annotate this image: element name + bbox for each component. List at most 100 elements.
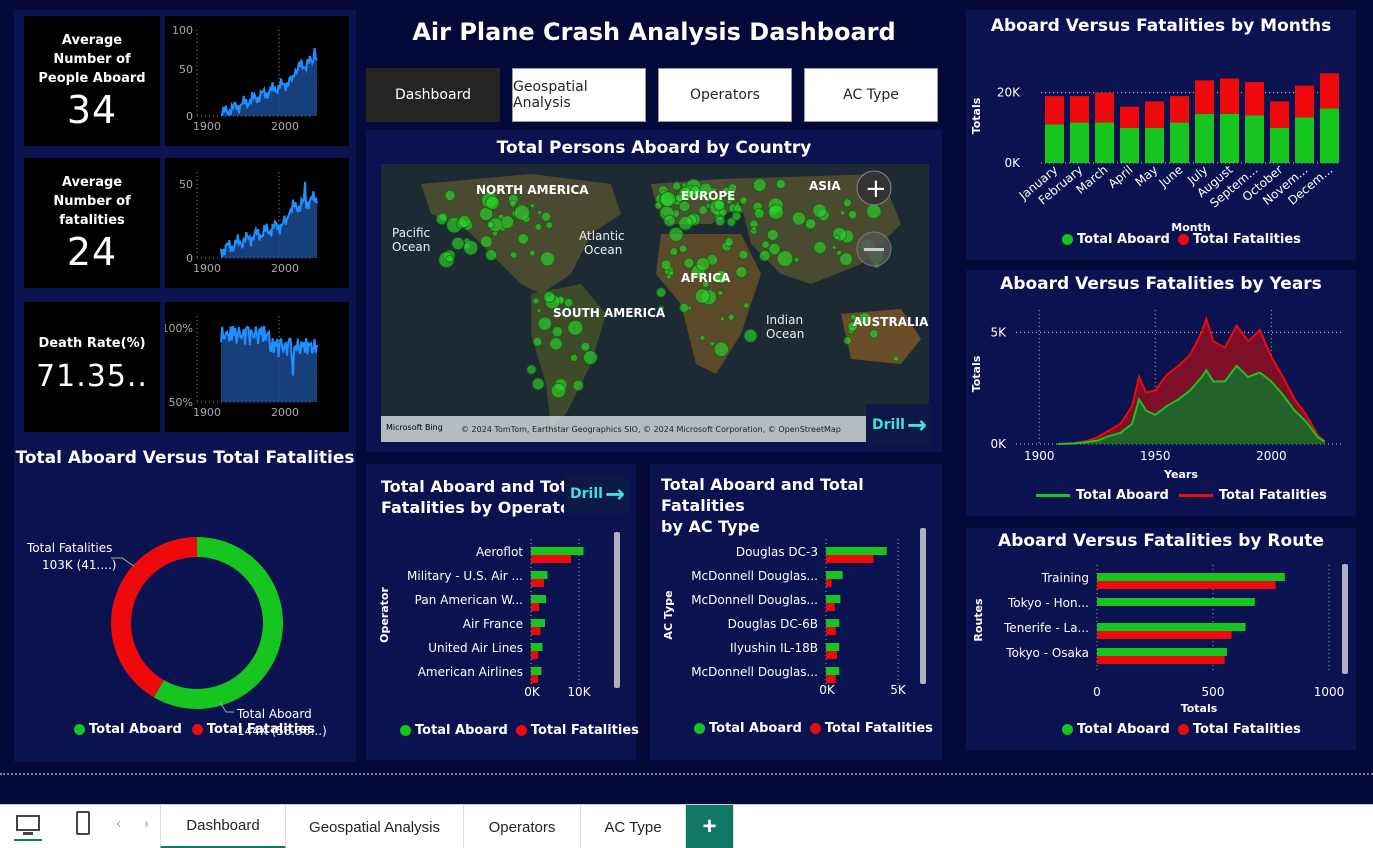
kpi-death-rate[interactable]: Death Rate(%) 71.35..	[24, 302, 160, 432]
map-bubble[interactable]	[669, 247, 679, 257]
map-bubble[interactable]	[655, 287, 667, 298]
map-bubble[interactable]	[659, 191, 677, 208]
sparkline-fatalities[interactable]: 50 0 1900 2000	[165, 158, 349, 288]
map-bubble[interactable]	[858, 312, 872, 326]
map-bubble[interactable]	[567, 319, 584, 336]
map-bubble[interactable]	[733, 203, 743, 213]
map-bubble[interactable]	[699, 334, 706, 342]
add-page-button[interactable]: +	[686, 805, 734, 848]
map-bubble[interactable]	[485, 249, 498, 262]
map-bubble[interactable]	[758, 249, 771, 262]
map-bubble[interactable]	[751, 225, 757, 232]
map-bubble[interactable]	[847, 320, 859, 332]
map-bubble[interactable]	[753, 207, 765, 219]
route-chart-panel[interactable]: Aboard Versus Fatalities by Route Routes…	[966, 528, 1356, 750]
map-bubble[interactable]	[813, 240, 827, 255]
map-bubble[interactable]	[839, 252, 854, 267]
map-bubble[interactable]	[705, 202, 712, 209]
page-tab-geospatial[interactable]: Geospatial Analysis	[286, 805, 464, 848]
page-tab-operators[interactable]: Operators	[464, 805, 581, 848]
map-bubble[interactable]	[513, 204, 531, 221]
map-bubble[interactable]	[663, 214, 676, 228]
map-bubble[interactable]	[536, 307, 542, 313]
map-bubble[interactable]	[832, 226, 847, 242]
map-bubble[interactable]	[668, 270, 675, 277]
map-bubble[interactable]	[678, 200, 691, 213]
map-bubble[interactable]	[529, 203, 536, 209]
kpi-avg-people-aboard[interactable]: Average Number of People Aboard 34	[24, 16, 160, 146]
map-bubble[interactable]	[731, 211, 742, 222]
map-bubble[interactable]	[683, 257, 695, 269]
map-bubble[interactable]	[532, 297, 540, 305]
map-bubble[interactable]	[701, 280, 710, 289]
map-bubble[interactable]	[713, 341, 730, 358]
page-tab-ac-type[interactable]: AC Type	[581, 805, 686, 848]
map-bubble[interactable]	[444, 189, 456, 202]
years-chart-panel[interactable]: Aboard Versus Fatalities by Years 5K 0K To…	[966, 270, 1356, 516]
map-bubble[interactable]	[849, 313, 857, 321]
mobile-view-icon[interactable]	[76, 811, 90, 835]
map-bubble[interactable]	[793, 256, 800, 263]
map-bubble[interactable]	[463, 240, 479, 256]
donut-slice-fatalities[interactable]	[110, 537, 197, 698]
map-bubble[interactable]	[668, 226, 684, 242]
map-bubble[interactable]	[678, 215, 693, 231]
map-bubble[interactable]	[866, 203, 882, 220]
map-bubble[interactable]	[543, 290, 556, 304]
map-bubble[interactable]	[847, 209, 858, 220]
sparkline-death-rate[interactable]: 100% 50% 1900 2000	[162, 302, 349, 432]
map-bubble[interactable]	[775, 178, 786, 190]
months-chart-panel[interactable]: Aboard Versus Fatalities by Months 20K 0K…	[966, 10, 1356, 260]
map-bubble[interactable]	[892, 355, 900, 362]
map-bubble[interactable]	[486, 220, 495, 229]
map-bubble[interactable]	[532, 336, 543, 347]
map-bubble[interactable]	[660, 259, 672, 271]
map-bubble[interactable]	[842, 198, 853, 208]
map-bubble[interactable]	[735, 265, 748, 279]
donut-chart[interactable]: Total Aboard Versus Total Fatalities Tot…	[14, 440, 356, 760]
tab-scroll-left-icon[interactable]: ‹	[116, 817, 122, 832]
map-bubble[interactable]	[709, 341, 715, 347]
map-drill-button[interactable]: Drill →	[866, 404, 932, 446]
nav-button-operators[interactable]: Operators	[658, 68, 792, 122]
map-bubble[interactable]	[678, 244, 688, 254]
map-bubble[interactable]	[537, 316, 553, 331]
map-bubble[interactable]	[458, 214, 472, 229]
map-bubble[interactable]	[526, 364, 537, 375]
map-bubble[interactable]	[717, 289, 724, 297]
donut-slice-aboard[interactable]	[153, 537, 283, 709]
map-bubble[interactable]	[672, 181, 682, 191]
map-bubble[interactable]	[768, 242, 781, 256]
actype-chart-panel[interactable]: Total Aboard and Total Fatalities by AC T…	[650, 464, 942, 760]
map-bubble[interactable]	[536, 209, 543, 216]
map-bubble[interactable]	[727, 313, 735, 321]
map-bubble[interactable]	[791, 211, 807, 226]
map-bubble[interactable]	[678, 302, 690, 313]
map-bubble[interactable]	[704, 196, 711, 203]
map-bubble[interactable]	[531, 377, 545, 391]
map-bubble[interactable]	[435, 213, 448, 226]
sparkline-aboard[interactable]: 100 50 0 1900 2000	[165, 16, 349, 146]
nav-button-dashboard[interactable]: Dashboard	[366, 68, 500, 122]
map-bubble[interactable]	[752, 178, 767, 193]
page-tab-dashboard[interactable]: Dashboard	[160, 805, 286, 848]
map-bubble[interactable]	[714, 269, 729, 284]
world-map[interactable]: NORTH AMERICA EUROPE ASIA Pacific Ocean …	[381, 164, 929, 442]
map-bubble[interactable]	[569, 353, 579, 363]
map-bubble[interactable]	[658, 305, 665, 312]
map-bubble[interactable]	[479, 235, 493, 249]
map-bubble[interactable]	[834, 234, 840, 241]
map-bubble[interactable]	[719, 316, 725, 322]
map-bubble[interactable]	[534, 223, 543, 231]
nav-button-ac-type[interactable]: AC Type	[804, 68, 938, 122]
operator-chart-panel[interactable]: Total Aboard and Total Fatalities by Oper…	[366, 464, 639, 760]
map-bubble[interactable]	[739, 196, 748, 205]
map-bubble[interactable]	[743, 302, 750, 309]
operator-drill-button[interactable]: Drill →	[564, 474, 630, 514]
map-bubble[interactable]	[812, 203, 827, 218]
map-bubble[interactable]	[540, 211, 552, 222]
map-bubble[interactable]	[545, 221, 554, 230]
map-bubble[interactable]	[776, 250, 794, 267]
map-bubble[interactable]	[445, 254, 454, 263]
map-bubble[interactable]	[582, 350, 598, 365]
